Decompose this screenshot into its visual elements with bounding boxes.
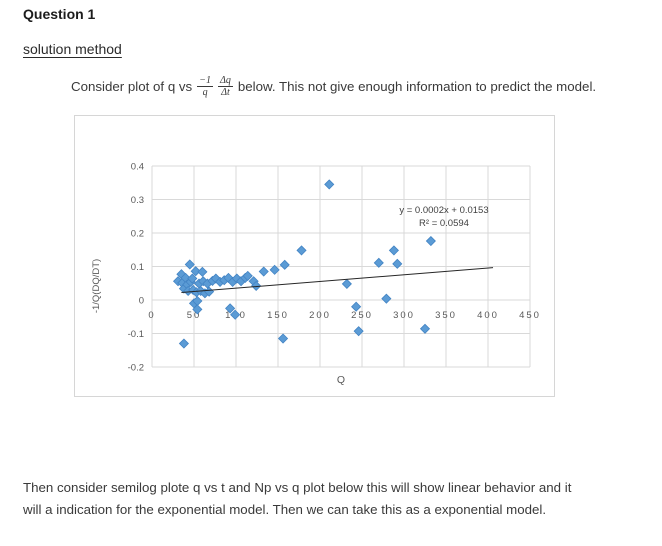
x-tick-label: 50 xyxy=(187,310,202,321)
intro-suffix: below. This not give enough information … xyxy=(237,78,597,94)
data-point-marker xyxy=(190,266,201,277)
y-axis-title: -1/Q(DQ/DT) xyxy=(91,259,102,313)
data-point-marker xyxy=(381,293,392,304)
x-tick-label: 250 xyxy=(351,310,373,321)
y-tick-label: 0.2 xyxy=(131,229,144,240)
data-point-marker xyxy=(373,257,384,268)
data-point-marker xyxy=(230,309,241,320)
outro-line-2: will a indication for the exponential mo… xyxy=(23,502,547,517)
fraction-denominator: Δt xyxy=(221,86,230,98)
data-point-marker xyxy=(279,259,290,270)
y-tick-label: -0.1 xyxy=(128,329,144,340)
fraction-numerator: −1 xyxy=(197,74,213,87)
trendline-rsquared-label: R² = 0.0594 xyxy=(419,218,469,229)
data-point-marker xyxy=(341,278,352,289)
data-point-marker xyxy=(197,266,208,277)
fraction-minus1-over-q: −1 q xyxy=(197,75,213,98)
y-tick-label: 0.1 xyxy=(131,262,144,273)
y-tick-label: -0.2 xyxy=(128,363,144,374)
data-point-marker xyxy=(296,245,307,256)
data-point-marker xyxy=(184,259,195,270)
data-point-marker xyxy=(425,235,436,247)
data-point-marker xyxy=(225,303,236,314)
question-heading: Question 1 xyxy=(23,6,96,22)
data-point-marker xyxy=(242,270,253,281)
x-tick-label: 400 xyxy=(477,310,499,321)
data-point-marker xyxy=(258,266,269,277)
outro-paragraph: Then consider semilog plote q vs t and N… xyxy=(23,477,648,521)
data-point-marker xyxy=(277,333,289,344)
x-tick-label: 450 xyxy=(519,310,541,321)
x-tick-label: 350 xyxy=(435,310,457,321)
data-point-marker xyxy=(388,245,399,256)
intro-prefix: Consider plot of q vs xyxy=(71,78,193,94)
scatter-chart[interactable]: 0.40.30.20.10-0.1-0.20501001502002503003… xyxy=(74,115,555,397)
y-tick-label: 0.4 xyxy=(131,162,144,173)
data-point-marker xyxy=(351,301,362,312)
data-point-marker xyxy=(187,273,198,284)
trendline-equation-label: y = 0.0002x + 0.0153 xyxy=(399,205,488,216)
solution-method-subheading: solution method xyxy=(23,41,122,57)
x-tick-label: 300 xyxy=(393,310,415,321)
data-point-marker xyxy=(392,258,403,269)
outro-line-1: Then consider semilog plote q vs t and N… xyxy=(23,480,572,495)
data-point-marker xyxy=(353,326,364,337)
chart-canvas: 0.40.30.20.10-0.1-0.20501001502002503003… xyxy=(91,162,541,387)
fraction-dq-over-dt: Δq Δt xyxy=(217,74,233,98)
y-tick-label: 0 xyxy=(139,296,144,307)
x-axis-title: Q xyxy=(337,374,345,386)
data-point-marker xyxy=(192,304,203,315)
data-point-marker xyxy=(324,179,335,190)
data-point-marker xyxy=(419,323,431,334)
fraction-denominator: q xyxy=(202,86,208,98)
data-point-marker xyxy=(269,264,280,275)
data-point-marker xyxy=(251,280,262,291)
trendline xyxy=(181,267,494,294)
x-tick-label: 150 xyxy=(267,310,289,321)
data-point-marker xyxy=(178,338,189,349)
fraction-numerator: Δq xyxy=(217,74,233,87)
y-tick-label: 0.3 xyxy=(131,195,144,206)
x-tick-label: 200 xyxy=(309,310,331,321)
x-tick-label: 0 xyxy=(148,310,155,321)
intro-paragraph: Consider plot of q vs −1 q Δq Δt below. … xyxy=(71,73,596,99)
